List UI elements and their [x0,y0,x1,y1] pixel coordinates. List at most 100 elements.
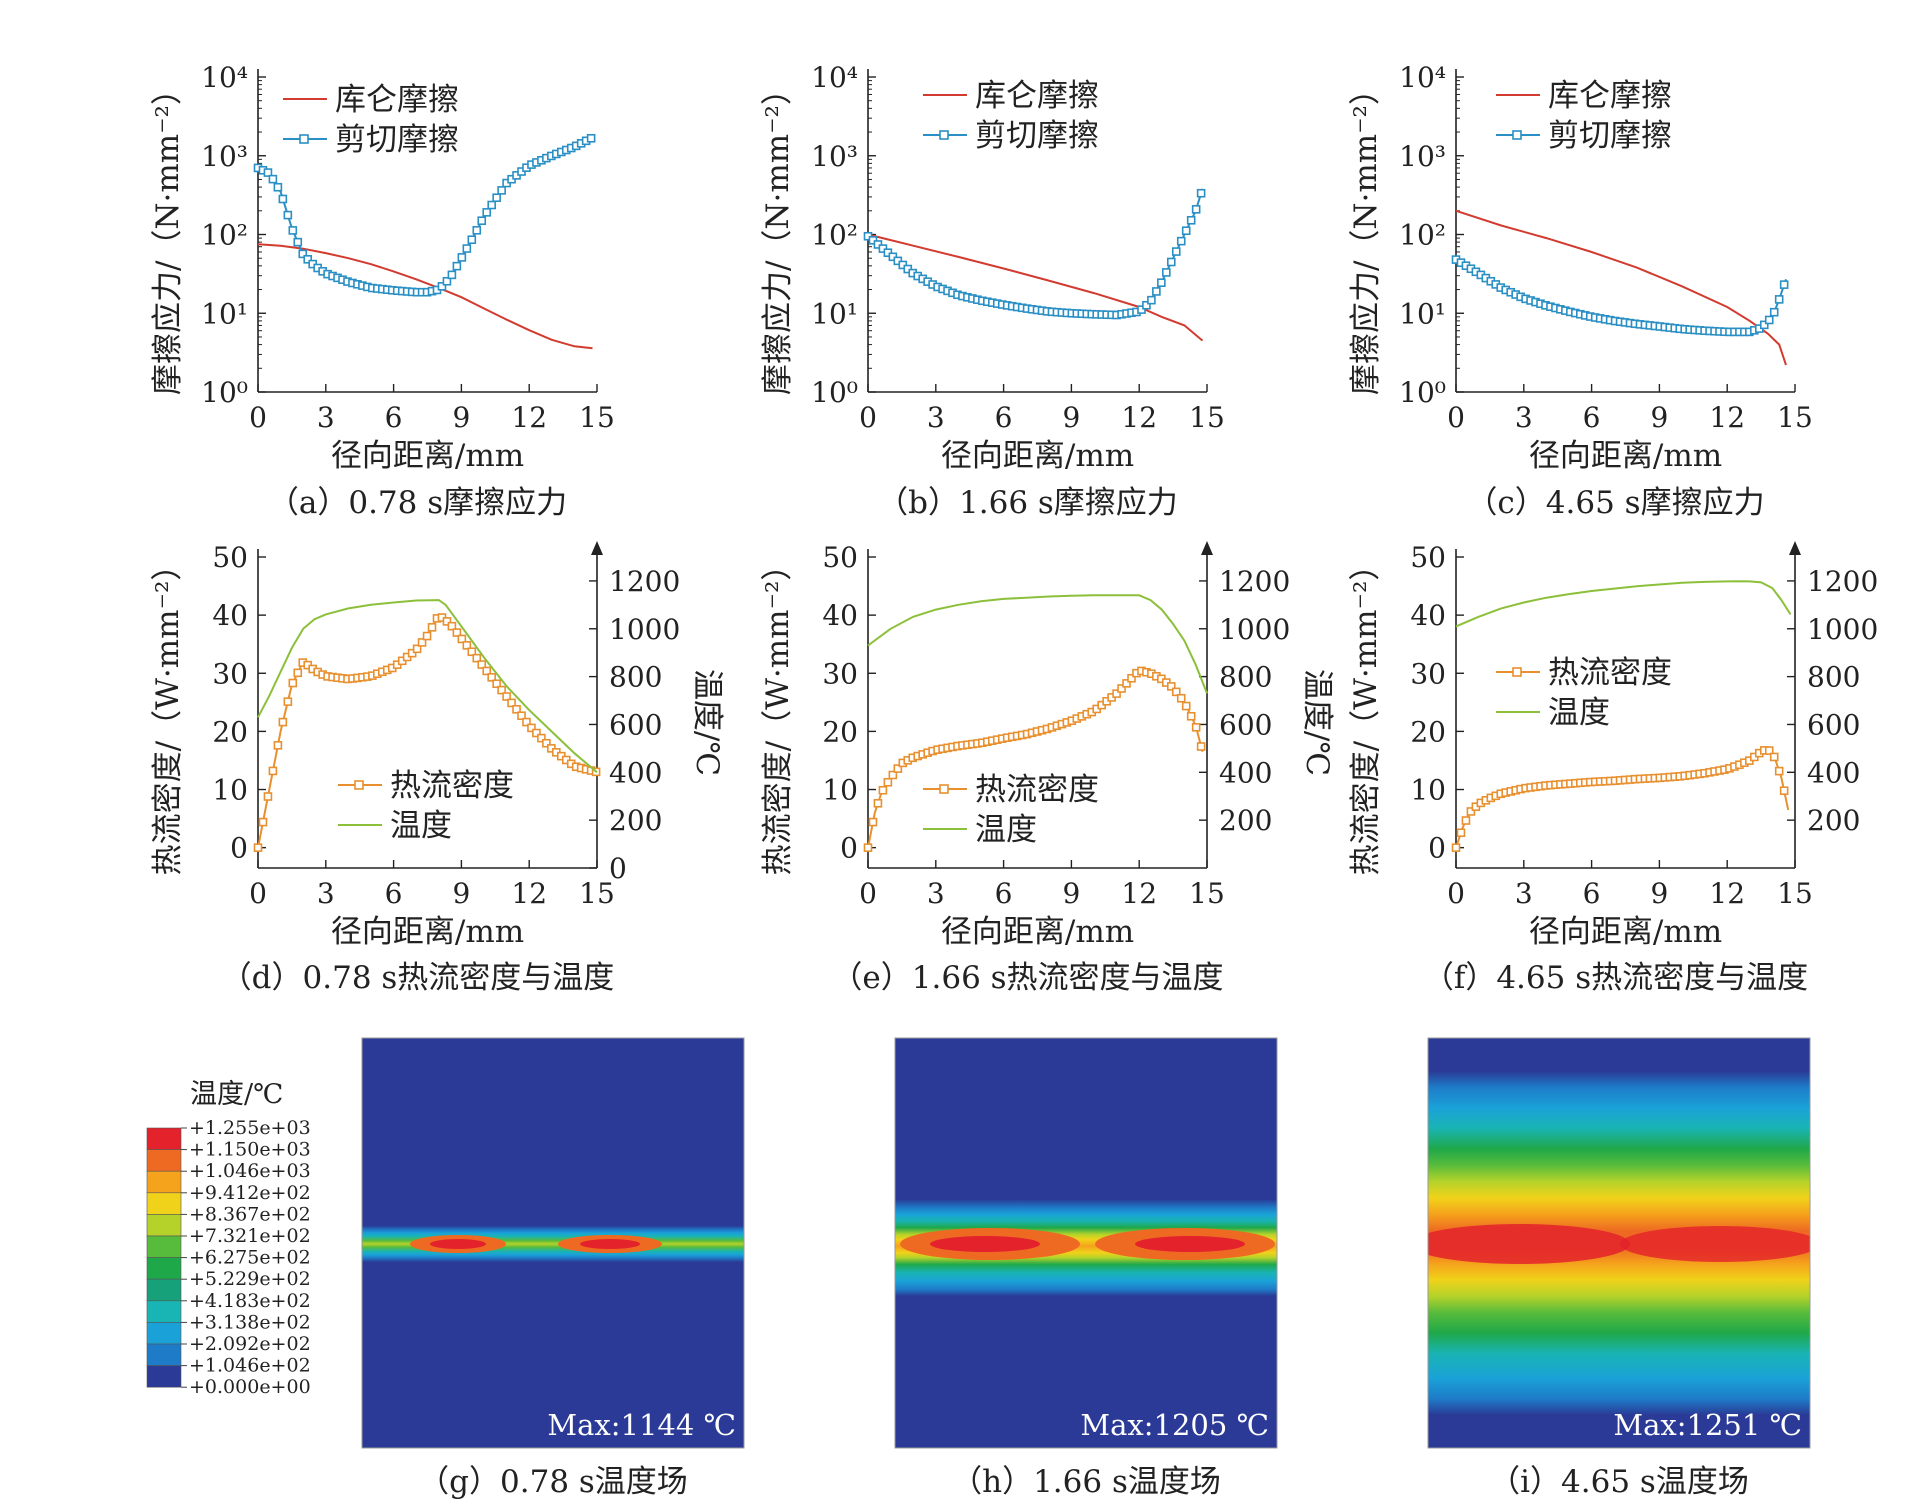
data-point [487,673,496,682]
data-point [1142,300,1151,310]
x-axis-label: 径向距离/mm [331,438,524,474]
legend-marker [354,780,364,790]
data-point [1171,247,1181,256]
data-point [1157,278,1166,288]
data-point [497,685,506,695]
x-tick-label: 15 [1777,877,1813,910]
colorbar-swatch [146,1214,182,1237]
y-tick-label: 10 [822,774,858,807]
data-point [512,705,521,714]
data-point [878,785,888,795]
caption-i: （i）4.65 s温度场 [1489,1464,1749,1500]
data-point [268,174,278,184]
y-tick-label: 40 [822,599,858,632]
temperature-field-h: Max:1205 ℃ （h）1.66 s温度场 [894,1037,1278,1500]
y-tick-label: 10³ [811,140,858,173]
data-point [1759,320,1769,330]
chart-c: 0 3 6 9 12 15 10⁰ 10¹ 10² 10³ 10⁴ 径向距离/mm 摩擦应力/（N·mm… [1348,61,1813,521]
data-point [447,270,457,280]
data-point [1147,295,1156,305]
data-point [457,253,467,262]
colorbar-swatch [146,1127,182,1150]
temperature-field-i: Max:1251 ℃ （i）4.65 s温度场 [1427,1037,1811,1500]
max-label-i: Max:1251 ℃ [1613,1408,1802,1442]
y-tick-label: 10¹ [1399,297,1446,330]
data-point [258,817,268,827]
colorbar-label: +7.321e+02 [189,1225,311,1247]
y2-tick-label: 800 [1807,661,1860,694]
data-point [537,733,546,743]
x-tick-label: 9 [452,401,470,434]
colorbar-label: +6.275e+02 [189,1247,311,1269]
y2-axis-label: 温度/℃ [689,669,725,776]
colorbar-label: +8.367e+02 [189,1203,311,1225]
x-tick-label: 6 [385,401,403,434]
data-point [1122,679,1131,688]
x-tick-label: 15 [1189,877,1225,910]
x-tick-label: 6 [1583,401,1601,434]
data-point [527,723,536,733]
data-point [1764,315,1774,325]
colorbar-label: +0.000e+00 [189,1376,311,1398]
data-point [482,666,492,676]
y-tick-label: 30 [822,657,858,690]
data-point [283,697,293,706]
data-point [1769,307,1779,317]
data-point [253,843,263,852]
colorbar-label: +5.229e+02 [189,1268,311,1290]
y2-tick-label: 1000 [609,613,680,646]
legend-marker [1512,667,1522,677]
y-tick-label: 10¹ [201,297,248,330]
data-point [462,641,472,650]
legend-label: 库仑摩擦 [1548,78,1672,114]
x-tick-label: 3 [927,877,945,910]
x-tick-label: 12 [1709,401,1745,434]
data-point [1191,205,1201,214]
y2-tick-label: 400 [1219,756,1272,789]
data-point [1774,295,1784,304]
data-point [1181,226,1191,236]
y-tick-label: 10⁰ [201,376,248,409]
series-line [867,594,1208,694]
caption-g: （g）0.78 s温度场 [418,1464,688,1500]
data-point [586,133,596,143]
data-point [407,648,417,658]
x-tick-label: 0 [859,877,877,910]
legend-marker [299,134,309,144]
y2-tick-label: 400 [609,756,662,789]
y2-axis-arrow [1789,541,1801,555]
data-point [542,738,551,748]
series-1 [1451,746,1790,852]
y-tick-label: 0 [230,832,248,865]
data-point [263,168,273,177]
x-tick-label: 3 [927,401,945,434]
data-point [303,255,313,264]
data-point [1451,843,1461,852]
y-tick-label: 10⁴ [201,61,248,94]
data-point [873,798,883,808]
y2-tick-label: 1200 [609,565,680,598]
y-axis-label: 摩擦应力/（N·mm⁻²） [760,74,796,395]
x-tick-label: 12 [1121,401,1157,434]
y-tick-label: 20 [212,715,248,748]
data-point [1456,828,1466,838]
x-tick-label: 0 [1447,877,1465,910]
data-point [298,249,308,259]
y-tick-label: 50 [212,541,248,574]
data-point [893,764,903,773]
data-point [477,216,487,226]
y2-tick-label: 1200 [1219,565,1290,598]
x-tick-label: 0 [1447,401,1465,434]
colorbar-swatch [146,1149,182,1172]
y-tick-label: 10¹ [811,297,858,330]
chart-caption: （f）4.65 s热流密度与温度 [1423,960,1808,996]
legend-label: 温度 [975,812,1037,848]
x-tick-label: 12 [1709,877,1745,910]
chart-caption: （b）1.66 s摩擦应力 [877,485,1178,521]
y-axis-label: 摩擦应力/（N·mm⁻²） [1348,74,1384,395]
x-tick-label: 9 [1650,877,1668,910]
colorbar-swatch [146,1278,182,1302]
data-point [452,261,462,271]
